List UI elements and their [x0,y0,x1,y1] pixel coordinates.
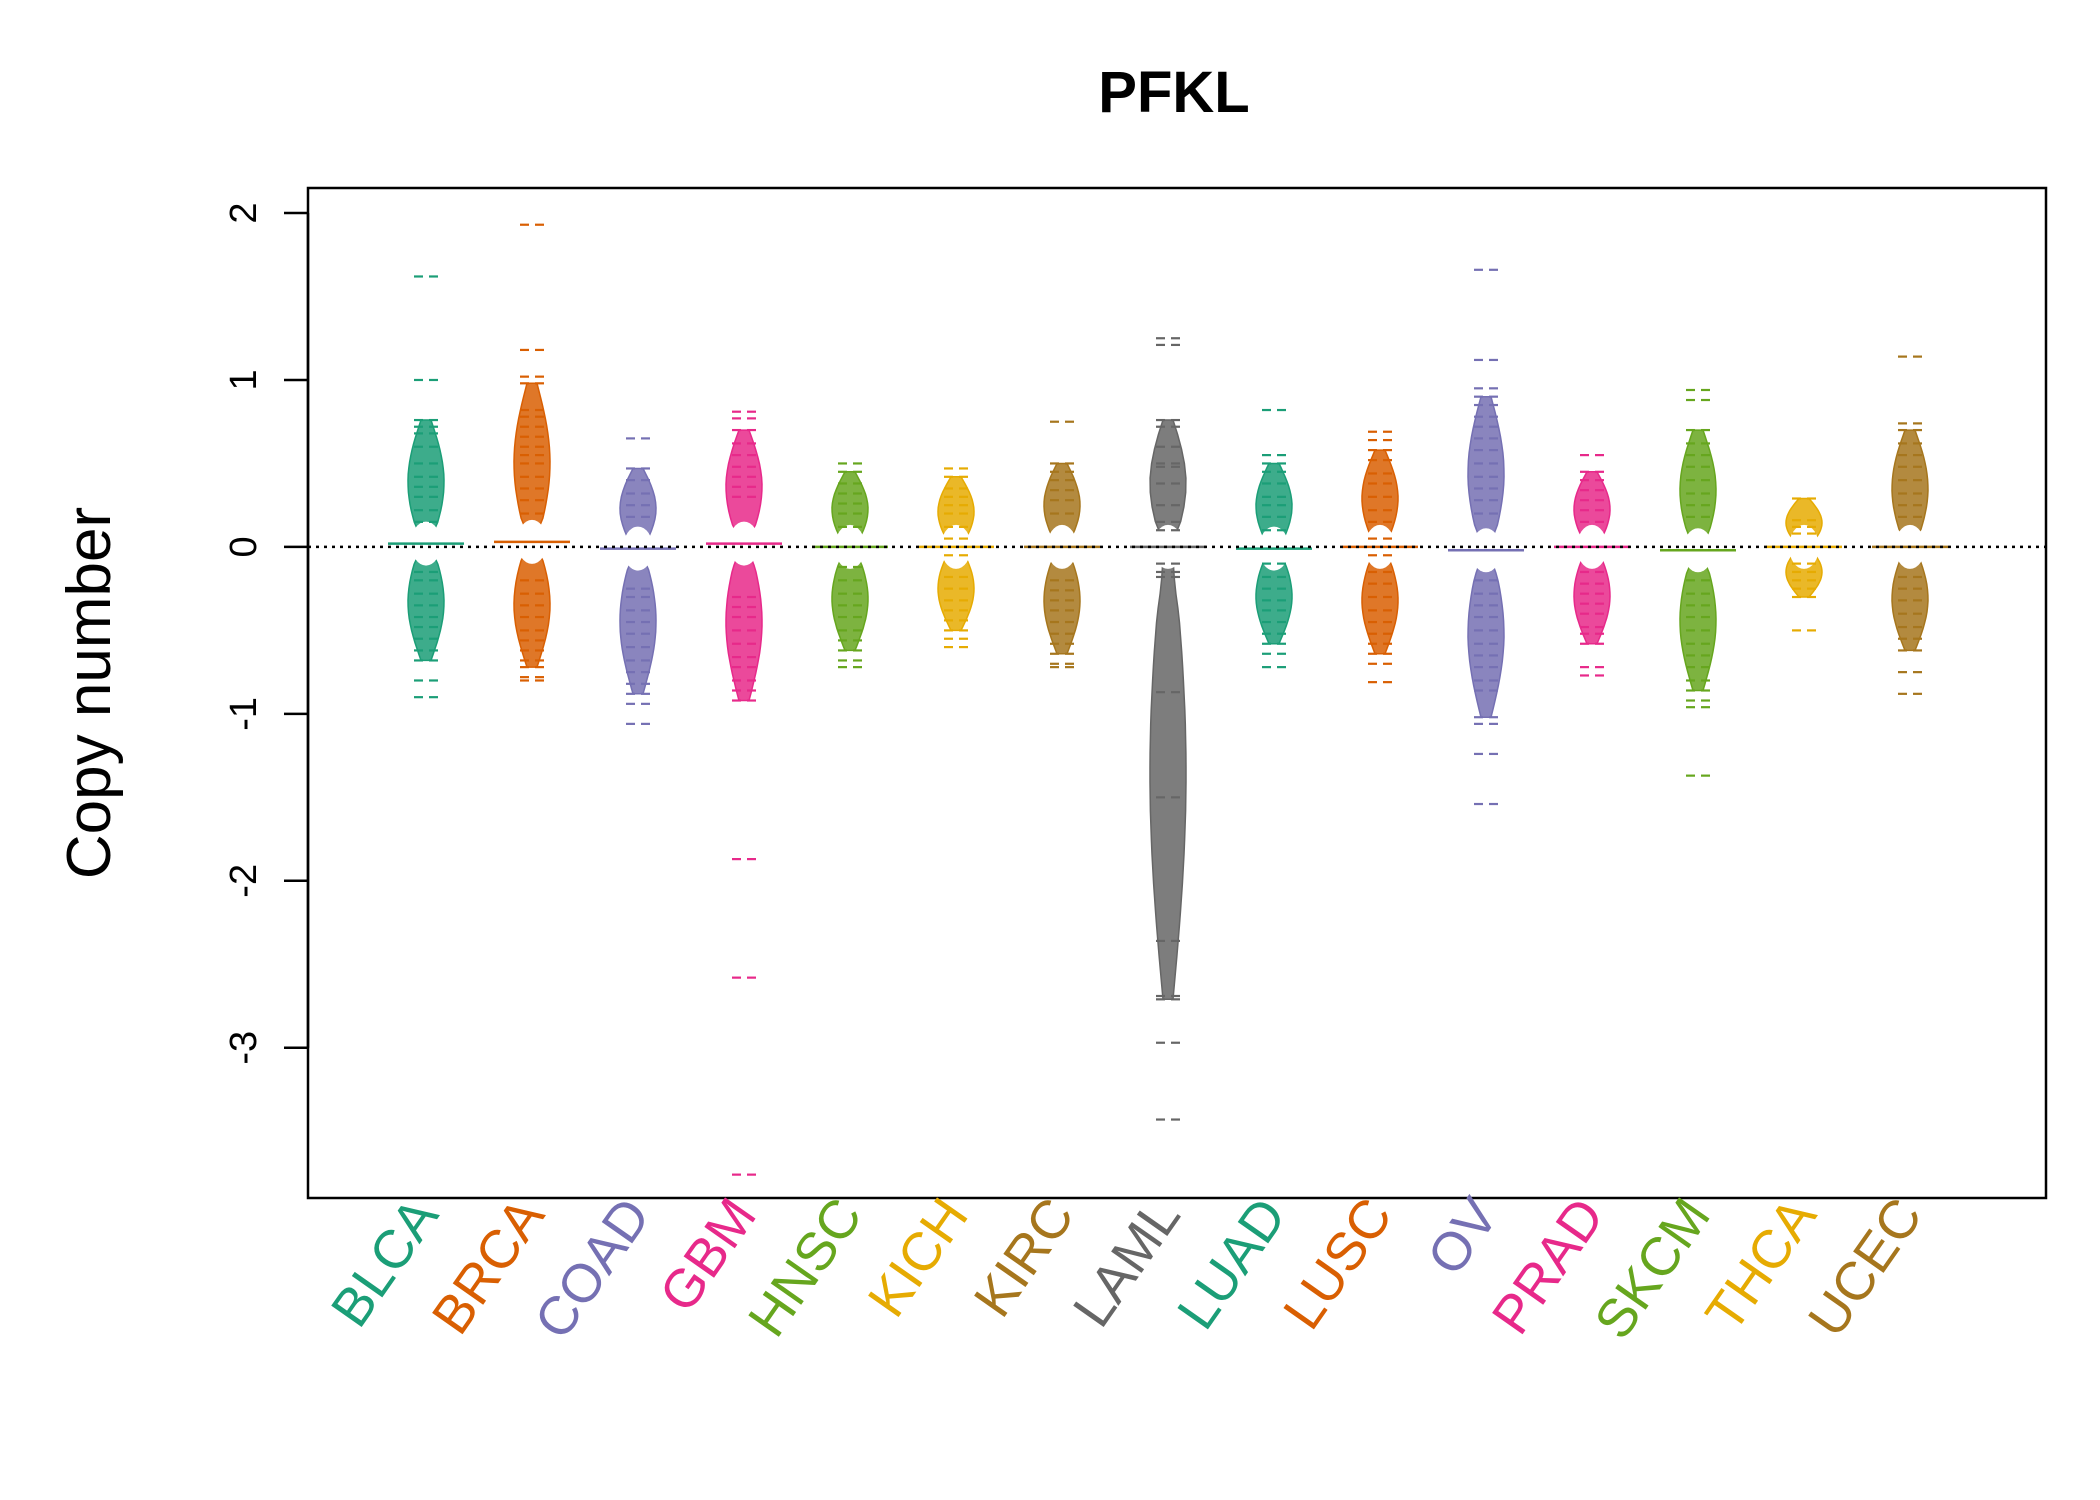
bean-hnsc [812,462,888,669]
y-tick-label: -3 [223,1031,265,1065]
y-axis: 2 1 0 -1 -2 -3 [223,202,310,1065]
x-label-ov: OV [1416,1187,1510,1285]
bean-skcm [1660,388,1736,777]
bean-kich [918,467,994,649]
bean-density [619,467,657,695]
bean-blca [388,275,464,699]
bean-thca [1766,497,1842,632]
x-label-kich: KICH [857,1187,980,1327]
beans [388,223,1948,1176]
x-label-coad: COAD [523,1187,662,1349]
y-tick-label: 1 [223,369,265,390]
y-tick-label: -2 [223,864,265,898]
x-label-hnsc: HNSC [737,1187,874,1347]
bean-ucec [1872,355,1948,695]
x-label-luad: LUAD [1166,1187,1298,1339]
bean-prad [1554,454,1630,677]
bean-lusc [1342,430,1418,684]
bean-kirc [1024,420,1100,669]
chart-title: PFKL [1098,60,1249,125]
bean-luad [1236,408,1312,669]
bean-brca [494,223,570,682]
y-axis-label: Copy number [55,507,124,879]
y-tick-label: 0 [223,536,265,557]
x-label-laml: LAML [1062,1187,1192,1337]
y-tick-label: -1 [223,697,265,731]
bean-gbm [706,410,782,1176]
x-label-ucec: UCEC [1797,1187,1934,1347]
x-label-skcm: SKCM [1583,1187,1722,1349]
bean-density [1149,419,1187,1001]
x-label-lusc: LUSC [1272,1187,1404,1339]
y-tick-label: 2 [223,202,265,223]
bean-laml [1130,337,1206,1121]
bean-coad [600,437,676,725]
bean-ov [1448,268,1524,806]
